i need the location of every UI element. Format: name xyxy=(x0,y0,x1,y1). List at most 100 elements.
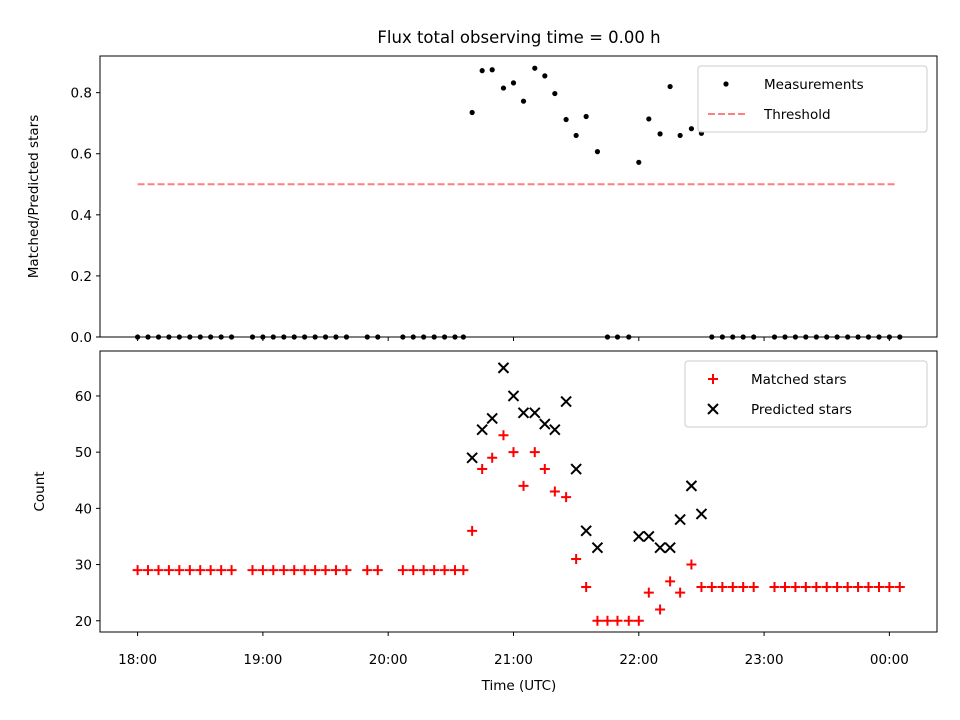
predicted-star-point xyxy=(549,423,561,436)
matched-star-point xyxy=(408,565,419,576)
matched-star-point xyxy=(727,582,738,593)
plot-marks xyxy=(132,362,905,626)
legend-measurement-swatch xyxy=(723,81,729,87)
matched-star-point xyxy=(561,492,572,503)
matched-star-point xyxy=(602,615,613,626)
matched-star-point xyxy=(738,582,749,593)
matched-star-point xyxy=(665,576,676,587)
predicted-star-point xyxy=(591,541,604,554)
matched-star-point xyxy=(853,582,864,593)
y-tick-label: 0.0 xyxy=(71,330,92,346)
legend-label: Threshold xyxy=(763,107,831,123)
matched-star-point xyxy=(195,565,206,576)
plot-frame xyxy=(99,350,938,633)
measurement-point xyxy=(208,334,214,340)
predicted-star-point xyxy=(466,452,478,464)
legend-matched-swatch xyxy=(708,374,718,384)
predicted-star-point xyxy=(476,423,488,436)
matched-star-point xyxy=(362,565,373,576)
measurement-point xyxy=(421,334,427,340)
measurement-point xyxy=(542,73,548,79)
measurement-point xyxy=(260,334,266,340)
measurement-point xyxy=(520,98,527,104)
matched-star-point xyxy=(418,565,429,576)
x-tick-label: 00:00 xyxy=(870,652,909,668)
predicted-star-point xyxy=(560,395,572,408)
x-tick-label: 19:00 xyxy=(243,652,282,668)
measurement-point xyxy=(667,83,673,90)
legend-box xyxy=(697,65,928,133)
measurement-point xyxy=(312,334,318,340)
measurement-point xyxy=(460,334,466,340)
y-tick-label: 20 xyxy=(75,614,92,630)
matched-star-point xyxy=(894,582,905,593)
measurement-point xyxy=(594,149,601,155)
measurement-point xyxy=(803,334,809,340)
predicted-star-point xyxy=(674,513,686,526)
matched-star-point xyxy=(508,447,519,458)
predicted-star-point xyxy=(570,463,582,475)
matched-star-point xyxy=(696,582,707,593)
matched-star-point xyxy=(686,559,697,570)
measurement-point xyxy=(333,334,339,340)
predicted-star-point xyxy=(529,407,541,419)
measurement-point xyxy=(469,109,475,116)
y-tick-label: 0.8 xyxy=(71,86,92,102)
matched-star-point xyxy=(581,582,592,593)
measurement-point xyxy=(452,334,458,340)
measurement-point xyxy=(552,90,558,97)
matched-star-point xyxy=(174,565,185,576)
measurement-point xyxy=(479,68,485,74)
matched-star-point xyxy=(429,565,440,576)
matched-star-point xyxy=(184,565,195,576)
matched-star-point xyxy=(539,464,550,475)
legend-label: Predicted stars xyxy=(751,402,852,418)
y-tick-label: 0.2 xyxy=(71,269,92,285)
matched-star-point xyxy=(842,582,853,593)
matched-star-point xyxy=(518,480,529,491)
matched-star-point xyxy=(811,582,822,593)
measurement-point xyxy=(677,132,683,139)
matched-star-point xyxy=(467,525,478,536)
predicted-star-point xyxy=(517,407,530,419)
matched-star-point xyxy=(226,565,237,576)
matched-star-point xyxy=(612,615,623,626)
measurement-point xyxy=(897,334,903,340)
measurement-point xyxy=(626,334,632,340)
matched-star-point xyxy=(549,486,560,497)
measurement-point xyxy=(145,334,151,340)
matched-star-point xyxy=(341,565,352,576)
measurement-point xyxy=(740,334,746,340)
measurement-point xyxy=(228,334,235,340)
matched-star-point xyxy=(821,582,832,593)
plot-marks xyxy=(134,65,903,340)
matched-star-point xyxy=(498,430,509,441)
predicted-star-point xyxy=(507,390,520,402)
measurement-point xyxy=(400,334,406,340)
predicted-star-point xyxy=(633,530,645,543)
ratio-panel: 0.0 0.2 0.4 0.6 0.8 Matched/Predicted stars Me… xyxy=(26,55,938,346)
matched-star-point xyxy=(643,587,654,598)
matched-star-point xyxy=(142,565,153,576)
measurement-point xyxy=(249,334,256,340)
matched-star-point xyxy=(247,565,258,576)
measurement-point xyxy=(364,334,370,340)
matched-star-point xyxy=(592,615,603,626)
measurement-point xyxy=(865,334,872,340)
matched-star-point xyxy=(216,565,227,576)
y-tick-label: 60 xyxy=(75,389,92,405)
measurement-point xyxy=(573,132,579,139)
matched-star-point xyxy=(717,582,728,593)
predicted-star-point xyxy=(539,418,551,430)
matched-star-point xyxy=(163,565,174,576)
measurement-point xyxy=(855,334,861,340)
matched-star-point xyxy=(132,565,143,576)
measurement-point xyxy=(646,116,652,122)
matched-star-point xyxy=(832,582,843,593)
measurement-point xyxy=(583,113,589,120)
predicted-star-point xyxy=(486,412,498,425)
measurement-point xyxy=(510,80,517,86)
y-tick-label: 50 xyxy=(75,445,92,461)
matched-star-point xyxy=(439,565,450,576)
